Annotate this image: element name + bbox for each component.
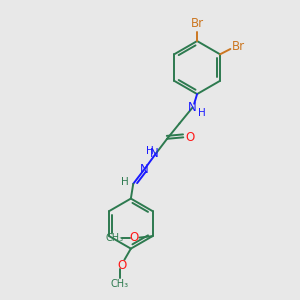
- Text: O: O: [117, 259, 127, 272]
- Text: Br: Br: [190, 17, 204, 31]
- Text: H: H: [121, 176, 129, 187]
- Text: N: N: [150, 147, 159, 160]
- Text: N: N: [188, 101, 197, 114]
- Text: CH₃: CH₃: [111, 279, 129, 289]
- Text: H: H: [146, 146, 153, 156]
- Text: O: O: [185, 131, 194, 144]
- Text: O: O: [130, 231, 139, 244]
- Text: CH₃: CH₃: [105, 232, 123, 243]
- Text: N: N: [140, 163, 149, 176]
- Text: Br: Br: [232, 40, 245, 52]
- Text: H: H: [198, 108, 206, 118]
